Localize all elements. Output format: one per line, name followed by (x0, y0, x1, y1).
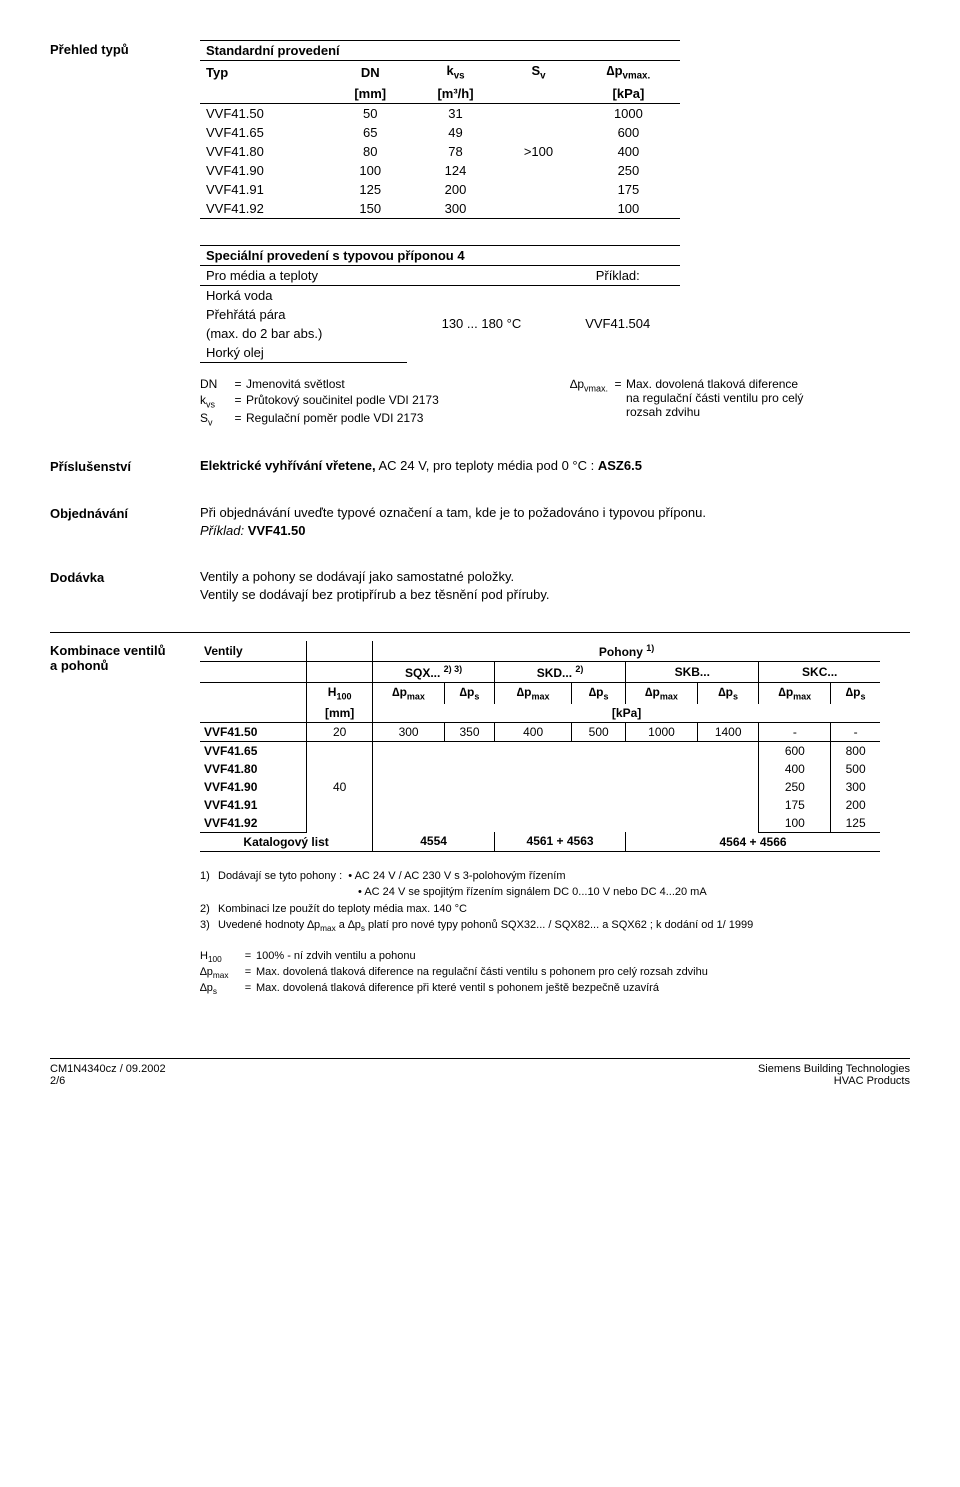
hdr-sv: Sv (500, 61, 577, 84)
footer-right: Siemens Building Technologies HVAC Produ… (758, 1063, 910, 1087)
section-delivery: Dodávka Ventily a pohony se dodávají jak… (50, 568, 910, 604)
unit-kpa: [kPa] (373, 704, 880, 723)
spec-l3: (max. do 2 bar abs.) (200, 324, 407, 343)
label-overview: Přehled typů (50, 40, 200, 429)
footnotes: 1) Dodávají se tyto pohony : • AC 24 V /… (200, 868, 910, 936)
h-h100: H100 (307, 683, 373, 704)
std-row: VVF41.65 65 49 600 (200, 123, 680, 142)
label-delivery: Dodávka (50, 568, 200, 604)
table-combo: Ventily Pohony 1) SQX... 2) 3) SKD... 2)… (200, 641, 880, 851)
delivery-text: Ventily a pohony se dodávají jako samost… (200, 568, 910, 604)
h-pohony: Pohony 1) (373, 641, 880, 662)
spec-l2: Přehřátá pára (200, 305, 407, 324)
std-row: VVF41.50 50 31 1000 (200, 103, 680, 123)
spec-row1r: Příklad: (555, 265, 680, 285)
combo-row: VVF41.65 40 600 800 (200, 741, 880, 760)
hdr-typ: Typ (200, 61, 330, 84)
section-combo: Kombinace ventilů a pohonů Ventily Pohon… (50, 632, 910, 998)
combo-row: VVF41.50 20 300 350 400 500 1000 1400 - … (200, 722, 880, 741)
std-row: VVF41.90 100 124 250 (200, 161, 680, 180)
unit-kvs: [m³/h] (411, 84, 500, 104)
label-ordering: Objednávání (50, 504, 200, 540)
h-sqx: SQX... 2) 3) (373, 662, 495, 683)
sv-val: >100 (500, 142, 577, 161)
h-skc: SKC... (759, 662, 880, 683)
label-combo: Kombinace ventilů a pohonů (50, 641, 200, 998)
accessories-text: Elektrické vyhřívání vřetene, AC 24 V, p… (200, 457, 910, 475)
label-accessories: Příslušenství (50, 457, 200, 475)
std-row: VVF41.80 80 78 >100 400 (200, 142, 680, 161)
spec-model: VVF41.504 (555, 285, 680, 362)
std-title: Standardní provedení (200, 41, 680, 61)
std-row: VVF41.91 125 200 175 (200, 180, 680, 199)
combo-content: Ventily Pohony 1) SQX... 2) 3) SKD... 2)… (200, 641, 910, 998)
spec-l1: Horká voda (200, 285, 407, 305)
table-standard: Standardní provedení Typ DN kvs Sv ∆pvma… (200, 40, 680, 219)
h-skd: SKD... 2) (495, 662, 626, 683)
section-ordering: Objednávání Při objednávání uveďte typov… (50, 504, 910, 540)
unit-mm: [mm] (307, 704, 373, 723)
hdr-dp: ∆pvmax. (577, 61, 680, 84)
h-skb: SKB... (626, 662, 759, 683)
spec-temp: 130 ... 180 °C (407, 285, 555, 362)
katalog-row: Katalogový list 4554 4561 + 4563 4564 + … (200, 832, 880, 851)
table-special: Speciální provedení s typovou příponou 4… (200, 245, 680, 363)
section-overview: Přehled typů Standardní provedení Typ DN… (50, 40, 910, 429)
spec-title: Speciální provedení s typovou příponou 4 (200, 245, 680, 265)
section-accessories: Příslušenství Elektrické vyhřívání vřete… (50, 457, 910, 475)
page-footer: CM1N4340cz / 09.2002 2/6 Siemens Buildin… (50, 1058, 910, 1087)
std-row: VVF41.92 150 300 100 (200, 199, 680, 219)
spec-l4: Horký olej (200, 343, 407, 363)
ordering-text: Při objednávání uveďte typové označení a… (200, 504, 910, 540)
definitions-block: DN=Jmenovitá světlost kvs=Průtokový souč… (200, 377, 910, 430)
unit-dp: [kPa] (577, 84, 680, 104)
overview-content: Standardní provedení Typ DN kvs Sv ∆pvma… (200, 40, 910, 429)
unit-dn: [mm] (330, 84, 411, 104)
hdr-dn: DN (330, 61, 411, 84)
hdr-kvs: kvs (411, 61, 500, 84)
definitions-2: H100=100% - ní zdvih ventilu a pohonu ∆p… (200, 950, 910, 997)
h-ventily: Ventily (200, 641, 307, 662)
spec-row1l: Pro média a teploty (200, 265, 407, 285)
footer-left: CM1N4340cz / 09.2002 2/6 (50, 1063, 166, 1087)
